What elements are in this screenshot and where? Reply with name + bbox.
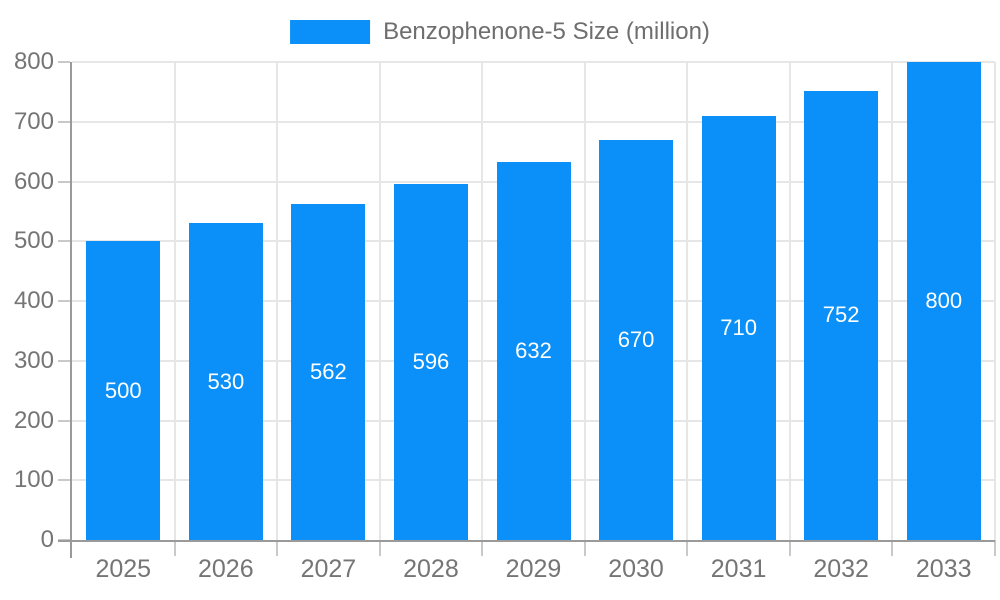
grid-line-horizontal <box>72 61 995 63</box>
y-axis-label: 200 <box>13 406 54 434</box>
x-axis-label: 2029 <box>505 555 562 583</box>
y-axis-label: 100 <box>13 466 54 494</box>
x-axis-tick <box>481 540 484 556</box>
y-axis-tick <box>58 359 70 362</box>
y-axis-label: 300 <box>13 346 54 374</box>
bar-value-label: 800 <box>925 288 963 313</box>
bar-value-label: 710 <box>720 314 757 340</box>
legend[interactable]: Benzophenone-5 Size (million) <box>290 18 710 46</box>
y-axis-label: 500 <box>13 227 54 255</box>
grid-line-vertical <box>481 62 484 540</box>
grid-line-vertical <box>173 62 176 540</box>
bar-value-label: 670 <box>617 326 655 352</box>
x-axis-label: 2027 <box>300 555 357 583</box>
bar[interactable]: 800 <box>906 62 981 540</box>
legend-label: Benzophenone-5 Size (million) <box>383 18 710 45</box>
y-axis-label: 600 <box>13 167 54 195</box>
x-axis-tick <box>788 540 791 556</box>
y-axis-label: 400 <box>13 287 54 314</box>
bar-value-label: 752 <box>822 302 860 328</box>
x-axis-tick <box>276 540 279 556</box>
x-axis-tick <box>994 540 996 556</box>
grid-line-vertical <box>686 62 689 540</box>
bar[interactable]: 500 <box>86 241 161 540</box>
bar-value-label: 500 <box>104 377 142 403</box>
bar[interactable]: 632 <box>496 162 571 540</box>
y-axis-tick <box>58 479 70 482</box>
bar-value-label: 632 <box>515 338 552 364</box>
x-axis-label: 2025 <box>95 555 152 583</box>
bar[interactable]: 670 <box>599 139 674 540</box>
y-axis-tick <box>58 300 70 302</box>
grid-line-vertical <box>788 62 791 540</box>
bar-value-label: 596 <box>412 348 450 374</box>
grid-line-vertical <box>276 62 279 540</box>
grid-line-vertical <box>583 62 586 540</box>
grid-line-vertical <box>891 62 894 540</box>
x-axis-label: 2028 <box>403 555 459 583</box>
bar[interactable]: 530 <box>188 223 263 540</box>
x-axis-label: 2033 <box>915 555 972 583</box>
x-axis-label: 2031 <box>710 555 767 583</box>
y-axis-label: 800 <box>13 48 54 75</box>
y-axis-tick <box>58 419 70 422</box>
x-axis-tick <box>173 540 176 556</box>
bar-value-label: 562 <box>310 359 347 385</box>
y-axis-tick <box>58 240 70 243</box>
y-axis-label: 700 <box>13 107 54 135</box>
bar[interactable]: 596 <box>393 183 468 540</box>
x-axis-label: 2032 <box>813 555 869 583</box>
y-axis-tick <box>58 120 70 123</box>
x-axis-tick <box>583 540 586 556</box>
bar[interactable]: 562 <box>291 204 366 540</box>
grid-line-vertical <box>994 62 996 540</box>
legend-swatch <box>290 20 371 44</box>
y-axis-line <box>70 62 72 558</box>
y-axis-tick <box>58 61 70 63</box>
bar[interactable]: 752 <box>804 90 879 540</box>
grid-line-horizontal <box>72 120 995 123</box>
bar[interactable]: 710 <box>701 115 776 540</box>
x-axis-label: 2026 <box>198 555 254 583</box>
x-axis-tick <box>686 540 689 556</box>
x-axis-line <box>58 540 995 542</box>
x-axis-tick <box>378 540 381 556</box>
y-axis-tick <box>58 180 70 183</box>
x-axis-tick <box>891 540 894 556</box>
x-axis-label: 2030 <box>608 555 664 583</box>
grid-line-vertical <box>378 62 381 540</box>
bar-value-label: 530 <box>207 368 245 394</box>
y-axis-label: 0 <box>40 526 54 553</box>
